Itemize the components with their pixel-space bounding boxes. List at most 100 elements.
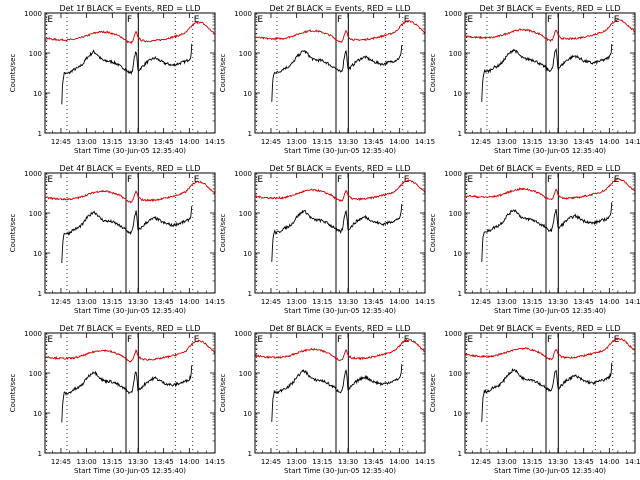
x-tick-label: 13:15 <box>102 298 122 306</box>
x-tick-label: 14:15 <box>205 138 225 146</box>
x-tick-label: 14:15 <box>625 298 640 306</box>
marker-label: E <box>404 175 410 185</box>
y-tick-label: 1 <box>458 450 462 458</box>
y-tick-label: 100 <box>449 370 462 378</box>
y-axis-label: Counts/sec <box>9 374 17 413</box>
x-tick-label: 13:45 <box>154 458 174 466</box>
x-tick-label: 13:00 <box>497 298 517 306</box>
y-axis-label: Counts/sec <box>219 214 227 253</box>
marker-label: F <box>337 15 342 25</box>
y-tick-label: 1 <box>38 290 42 298</box>
x-tick-label: 13:15 <box>522 458 542 466</box>
marker-label: E <box>47 175 53 185</box>
x-axis-label: Start Time (30-Jun-05 12:35:40) <box>494 467 606 475</box>
x-tick-label: 13:15 <box>102 138 122 146</box>
y-tick-label: 1000 <box>234 330 252 338</box>
x-tick-label: 13:30 <box>548 298 568 306</box>
x-axis-label: Start Time (30-Jun-05 12:35:40) <box>74 147 186 155</box>
y-tick-label: 100 <box>239 50 252 58</box>
events-trace <box>481 362 613 422</box>
x-tick-label: 13:00 <box>497 138 517 146</box>
y-tick-label: 100 <box>449 50 462 58</box>
x-tick-label: 14:15 <box>625 458 640 466</box>
x-tick-label: 14:00 <box>599 138 619 146</box>
y-tick-label: 1000 <box>24 330 42 338</box>
x-axis-label: Start Time (30-Jun-05 12:35:40) <box>74 467 186 475</box>
x-tick-label: 12:45 <box>471 298 491 306</box>
y-axis-label: Counts/sec <box>219 374 227 413</box>
lld-trace <box>45 180 215 204</box>
y-tick-label: 1 <box>458 130 462 138</box>
x-tick-label: 13:45 <box>574 458 594 466</box>
y-tick-label: 10 <box>243 410 252 418</box>
x-tick-label: 14:00 <box>389 298 409 306</box>
y-tick-label: 100 <box>239 210 252 218</box>
panel-title: Det 4f BLACK = Events, RED = LLD <box>59 164 200 173</box>
chart-panel-1: Det 1f BLACK = Events, RED = LLD Counts/s… <box>9 4 225 155</box>
panel-title: Det 3f BLACK = Events, RED = LLD <box>479 4 620 13</box>
x-tick-label: 13:30 <box>338 458 358 466</box>
x-tick-label: 13:15 <box>522 298 542 306</box>
y-tick-label: 1 <box>248 450 252 458</box>
x-tick-label: 14:00 <box>179 138 199 146</box>
x-tick-label: 13:00 <box>287 458 307 466</box>
x-tick-label: 14:15 <box>625 138 640 146</box>
events-trace <box>481 43 613 102</box>
x-tick-label: 14:00 <box>599 298 619 306</box>
marker-label: F <box>547 175 552 185</box>
marker-label: F <box>337 335 342 345</box>
events-trace <box>271 204 403 262</box>
marker-label: E <box>257 15 263 25</box>
y-tick-label: 10 <box>453 90 462 98</box>
lld-trace <box>255 19 425 43</box>
x-tick-label: 14:15 <box>205 298 225 306</box>
plot-frame <box>464 12 636 134</box>
y-tick-label: 1000 <box>444 170 462 178</box>
y-axis-label: Counts/sec <box>429 374 437 413</box>
marker-label: E <box>467 175 473 185</box>
y-tick-label: 10 <box>243 250 252 258</box>
y-tick-label: 1000 <box>234 10 252 18</box>
chart-panel-2: Det 2f BLACK = Events, RED = LLD Counts/s… <box>219 4 435 155</box>
y-tick-label: 10 <box>453 250 462 258</box>
y-axis-label: Counts/sec <box>9 54 17 93</box>
x-tick-label: 14:15 <box>205 458 225 466</box>
panel-title: Det 9f BLACK = Events, RED = LLD <box>479 324 620 333</box>
y-axis-label: Counts/sec <box>429 214 437 253</box>
x-tick-label: 13:00 <box>287 138 307 146</box>
y-tick-label: 1 <box>458 290 462 298</box>
x-tick-label: 13:15 <box>312 298 332 306</box>
marker-label: F <box>337 175 342 185</box>
x-tick-label: 13:15 <box>312 138 332 146</box>
y-axis-label: Counts/sec <box>9 214 17 253</box>
plot-frame <box>254 172 426 294</box>
x-tick-label: 12:45 <box>51 458 71 466</box>
x-tick-label: 13:45 <box>574 298 594 306</box>
y-tick-label: 10 <box>453 410 462 418</box>
x-tick-label: 13:00 <box>77 138 97 146</box>
events-trace <box>61 43 193 105</box>
lld-trace <box>255 179 425 202</box>
plot-frame <box>44 172 216 294</box>
y-tick-label: 10 <box>33 250 42 258</box>
x-tick-label: 13:30 <box>548 138 568 146</box>
plot-frame <box>464 172 636 294</box>
marker-label: E <box>194 15 200 25</box>
lld-trace <box>255 338 425 361</box>
chart-panel-4: Det 4f BLACK = Events, RED = LLD Counts/s… <box>9 164 225 315</box>
y-axis-label: Counts/sec <box>429 54 437 93</box>
y-axis-label: Counts/sec <box>219 54 227 93</box>
y-tick-label: 100 <box>29 210 42 218</box>
lld-trace <box>465 18 635 43</box>
x-tick-label: 13:30 <box>548 458 568 466</box>
x-tick-label: 12:45 <box>471 138 491 146</box>
y-tick-label: 100 <box>239 370 252 378</box>
x-tick-label: 13:00 <box>497 458 517 466</box>
y-tick-label: 1000 <box>444 330 462 338</box>
marker-label: F <box>127 15 132 25</box>
x-tick-label: 13:30 <box>338 298 358 306</box>
y-tick-label: 1000 <box>24 10 42 18</box>
x-axis-label: Start Time (30-Jun-05 12:35:40) <box>74 307 186 315</box>
lld-trace <box>45 339 215 363</box>
